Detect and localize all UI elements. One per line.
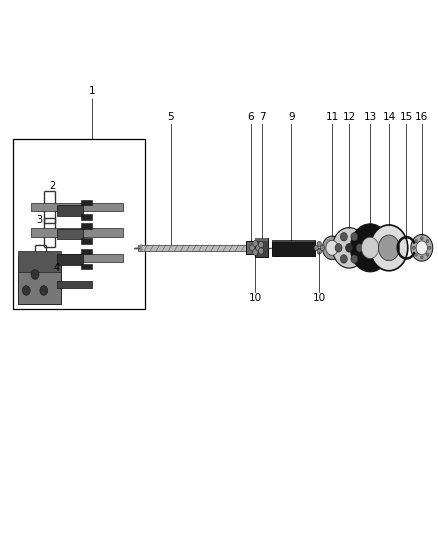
Circle shape [250, 245, 255, 251]
Text: 9: 9 [288, 112, 295, 122]
Text: 10: 10 [248, 294, 261, 303]
Bar [31, 203, 123, 211]
Circle shape [428, 246, 431, 249]
Circle shape [351, 255, 358, 263]
Text: 6: 6 [247, 112, 254, 122]
Bar [57, 254, 83, 265]
Circle shape [253, 249, 258, 255]
Bar [57, 281, 92, 288]
Circle shape [416, 241, 427, 255]
Bar [272, 240, 315, 256]
Text: 3: 3 [36, 215, 42, 225]
Bar [31, 228, 123, 237]
Text: 7: 7 [258, 112, 265, 122]
Text: 12: 12 [343, 112, 356, 122]
Text: 13: 13 [364, 112, 377, 122]
Circle shape [370, 225, 408, 271]
Bar [81, 238, 92, 244]
Circle shape [317, 241, 321, 247]
Circle shape [350, 224, 390, 272]
Bar [272, 240, 315, 242]
Circle shape [40, 286, 48, 295]
Bar [81, 214, 92, 220]
Text: 14: 14 [382, 112, 396, 122]
Circle shape [413, 246, 415, 249]
Circle shape [351, 232, 358, 241]
Circle shape [415, 253, 417, 256]
Bar [31, 254, 123, 262]
Circle shape [415, 239, 417, 243]
Bar [81, 264, 92, 269]
Bar [255, 238, 268, 241]
Polygon shape [138, 245, 141, 251]
Circle shape [31, 270, 39, 279]
Text: 5: 5 [167, 112, 174, 122]
Circle shape [426, 253, 429, 256]
Text: 1: 1 [88, 86, 95, 95]
Circle shape [322, 236, 342, 260]
Circle shape [356, 244, 363, 252]
Bar [81, 199, 92, 205]
Circle shape [361, 237, 379, 259]
Text: 15: 15 [400, 112, 413, 122]
Circle shape [335, 244, 342, 252]
Circle shape [378, 235, 399, 261]
Circle shape [320, 245, 325, 251]
Text: 16: 16 [415, 112, 428, 122]
Bar [255, 238, 268, 257]
Circle shape [253, 240, 258, 247]
Circle shape [317, 249, 321, 254]
Circle shape [326, 240, 338, 255]
Bar [246, 241, 255, 254]
Circle shape [256, 245, 261, 251]
Circle shape [411, 235, 433, 261]
Bar [81, 249, 92, 254]
Circle shape [426, 239, 429, 243]
Bar [57, 229, 83, 239]
Circle shape [420, 256, 423, 259]
Text: 2: 2 [49, 181, 56, 191]
Bar [138, 245, 247, 251]
Bar [18, 256, 61, 304]
Circle shape [346, 244, 353, 252]
Text: 10: 10 [313, 294, 326, 303]
Circle shape [22, 286, 30, 295]
Bar [18, 251, 61, 272]
Circle shape [258, 248, 264, 254]
Bar [57, 205, 83, 215]
Circle shape [340, 255, 347, 263]
Circle shape [340, 232, 347, 241]
Text: 11: 11 [325, 112, 339, 122]
Circle shape [332, 228, 366, 268]
Bar [13, 139, 145, 309]
Circle shape [258, 241, 264, 248]
Text: 4: 4 [54, 263, 60, 273]
Circle shape [420, 237, 423, 240]
Bar [81, 223, 92, 229]
Circle shape [314, 245, 318, 251]
